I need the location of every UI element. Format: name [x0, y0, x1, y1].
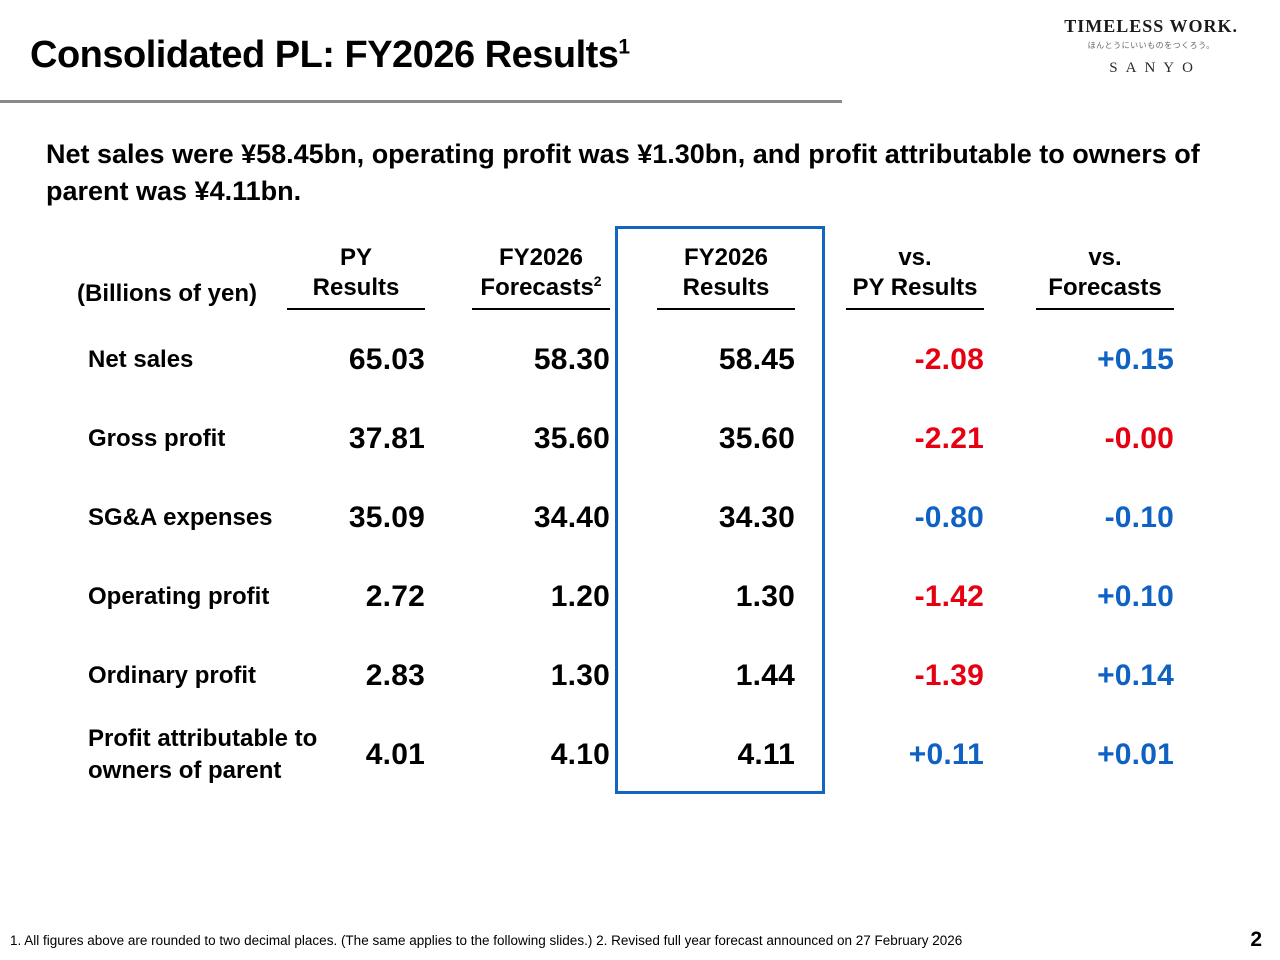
header-line1: vs.	[898, 244, 932, 272]
results-grid: (Billions of yen) PY Results FY2026 Foreca…	[75, 230, 1185, 794]
results-table: (Billions of yen) PY Results FY2026 Foreca…	[75, 226, 1185, 794]
value-result: 4.11	[737, 737, 795, 771]
value-result: 34.30	[718, 500, 795, 534]
page-title-text: Consolidated PL: FY2026 Results	[30, 34, 619, 76]
value-result: 35.60	[718, 421, 795, 455]
value-result: 58.45	[718, 342, 795, 376]
column-header-vs-forecasts: vs. Forecasts	[989, 230, 1179, 320]
row-label-ordinary-profit: Ordinary profit	[88, 661, 257, 689]
value-vs-py: -1.42	[914, 579, 984, 613]
value-vs-py: -2.08	[914, 342, 984, 376]
value-vs-forecast: +0.15	[1097, 342, 1174, 376]
value-forecast: 34.40	[533, 500, 610, 534]
value-result: 1.30	[735, 579, 795, 613]
value-py: 37.81	[348, 421, 425, 455]
header-line2: Forecasts	[480, 274, 594, 302]
value-forecast: 1.20	[550, 579, 610, 613]
value-vs-py: -0.80	[914, 500, 984, 534]
header-line2: Forecasts	[1048, 274, 1162, 302]
value-vs-forecast: -0.10	[1104, 500, 1174, 534]
value-py: 35.09	[348, 500, 425, 534]
value-vs-py: +0.11	[908, 737, 984, 771]
header-line1: FY2026	[498, 244, 584, 272]
value-py: 2.72	[365, 579, 425, 613]
company-logo: TIMELESS WORK. ほんとうにいいものをつくろう。 SANYO	[1064, 16, 1238, 77]
value-py: 2.83	[365, 658, 425, 692]
value-vs-forecast: +0.01	[1097, 737, 1174, 771]
header-line1: vs.	[1088, 244, 1122, 272]
value-forecast: 4.10	[550, 737, 610, 771]
column-header-py-results: PY Results	[287, 230, 430, 320]
header-line1: FY2026	[683, 244, 769, 272]
value-forecast: 35.60	[533, 421, 610, 455]
column-header-fy2026-results: FY2026 Results	[615, 230, 825, 320]
row-label-gross-profit: Gross profit	[88, 424, 226, 452]
row-label-profit-attributable: Profit attributable to owners of parent	[88, 725, 318, 784]
value-vs-forecast: +0.10	[1097, 579, 1174, 613]
value-vs-py: -1.39	[914, 658, 984, 692]
value-vs-forecast: +0.14	[1097, 658, 1174, 692]
row-label-sga-expenses: SG&A expenses	[88, 503, 273, 531]
column-header-vs-py-results: vs. PY Results	[825, 230, 989, 320]
column-header-fy2026-forecasts: FY2026 Forecasts2	[430, 230, 615, 320]
header-line2: PY Results	[852, 274, 978, 302]
page-title: Consolidated PL: FY2026 Results1	[30, 34, 630, 77]
header-line2: Results	[312, 274, 400, 302]
value-py: 4.01	[365, 737, 425, 771]
summary-text: Net sales were ¥58.45bn, operating profi…	[46, 139, 1200, 207]
value-py: 65.03	[348, 342, 425, 376]
title-footnote-ref: 1	[618, 35, 630, 59]
value-forecast: 1.30	[550, 658, 610, 692]
unit-label: (Billions of yen)	[75, 230, 330, 320]
header-line2: Results	[682, 274, 770, 302]
unit-label-text: (Billions of yen)	[77, 280, 257, 307]
page-number: 2	[1250, 928, 1262, 951]
header-line1: PY	[339, 244, 372, 272]
row-label-net-sales: Net sales	[88, 345, 194, 373]
logo-company-text: SANYO	[1109, 60, 1201, 76]
logo-tagline-text: ほんとうにいいものをつくろう。	[1087, 41, 1215, 50]
value-vs-forecast: -0.00	[1104, 421, 1174, 455]
logo-brand-text: TIMELESS WORK.	[1064, 16, 1238, 36]
header-footnote-ref: 2	[593, 273, 602, 290]
title-underline	[0, 100, 842, 103]
value-forecast: 58.30	[533, 342, 610, 376]
value-vs-py: -2.21	[914, 421, 984, 455]
footnotes: 1. All figures above are rounded to two …	[10, 933, 963, 948]
value-result: 1.44	[735, 658, 795, 692]
row-label-operating-profit: Operating profit	[88, 582, 270, 610]
